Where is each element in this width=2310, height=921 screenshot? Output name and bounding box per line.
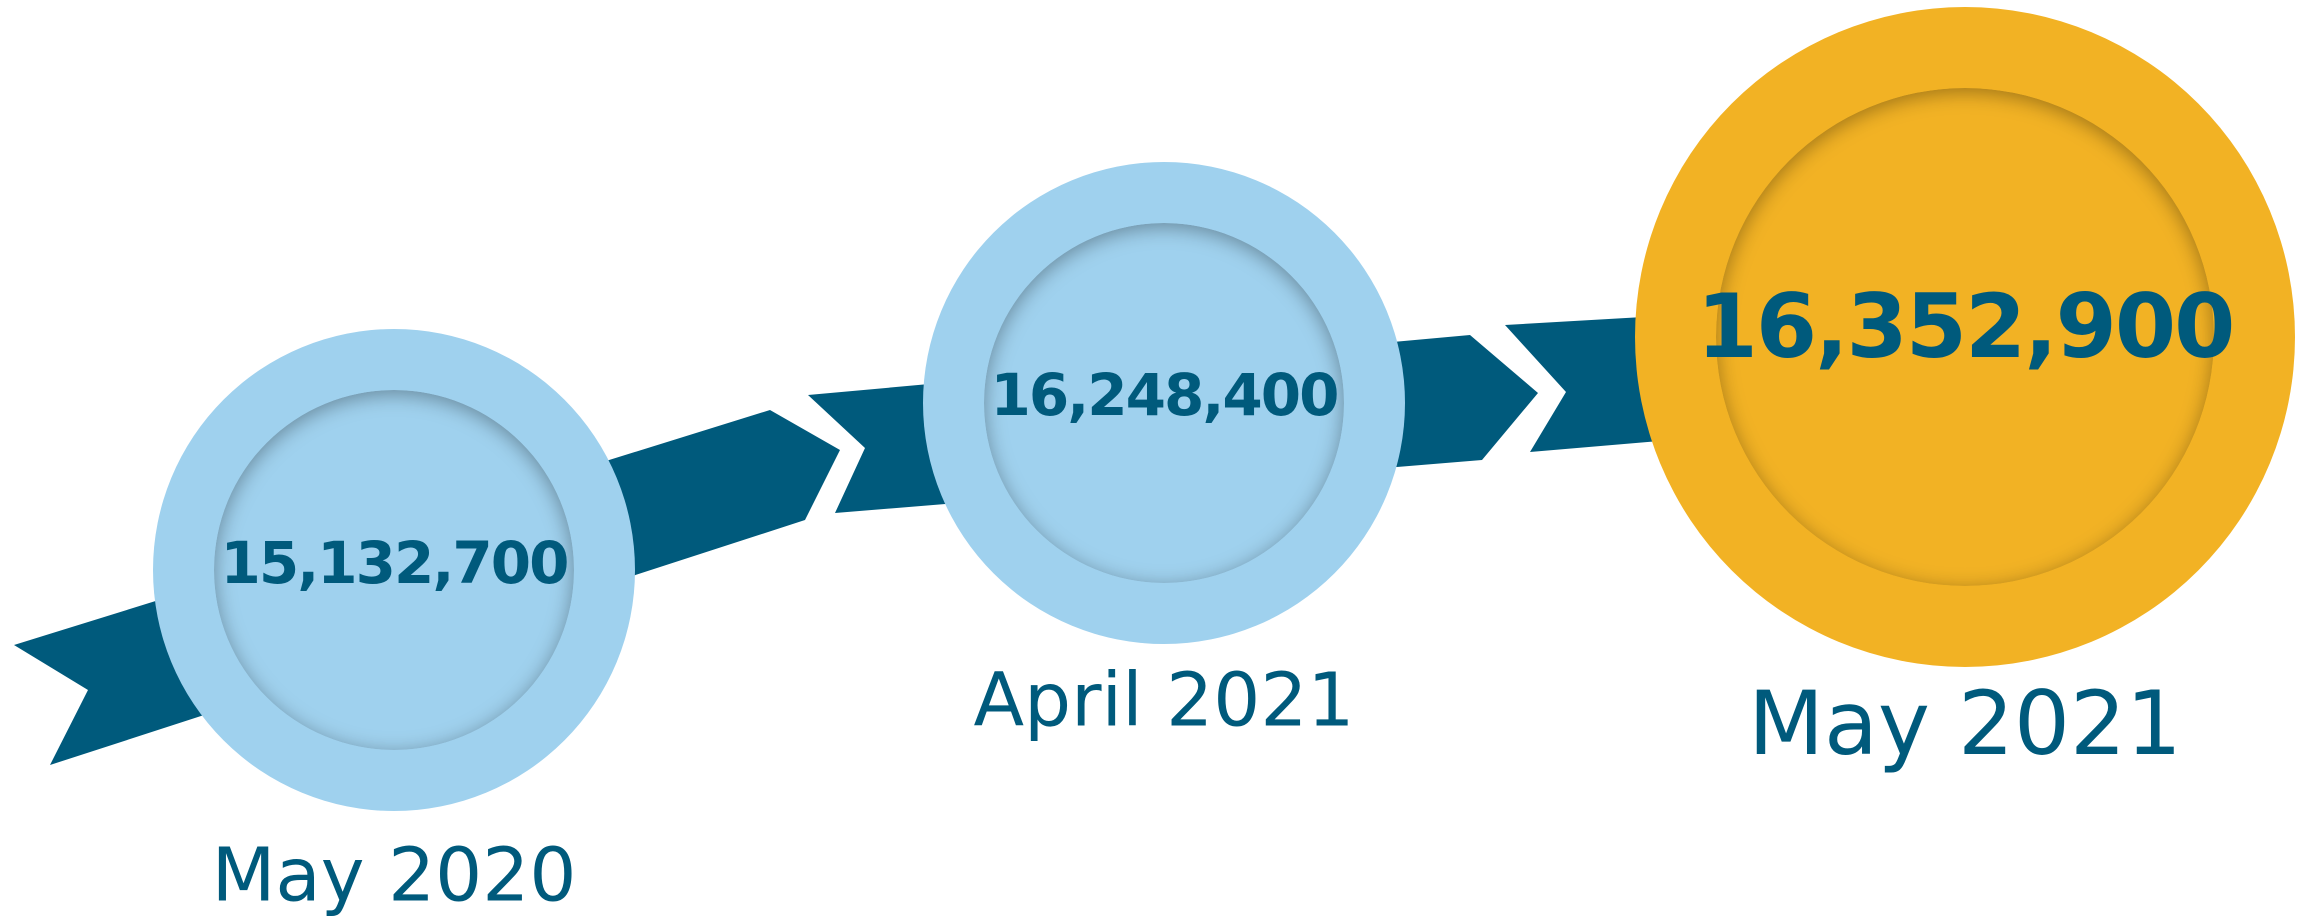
milestone-inner-circle (1716, 88, 2214, 586)
arrow-segment-3 (1505, 316, 1660, 452)
milestone-may-2021: 16,352,900 May 2021 (1635, 7, 2295, 775)
milestone-date: April 2021 (974, 658, 1355, 744)
milestone-date: May 2021 (1748, 672, 2182, 775)
milestone-date: May 2020 (212, 833, 577, 919)
milestone-april-2021: 16,248,400 April 2021 (923, 162, 1405, 744)
milestone-value: 15,132,700 (221, 529, 568, 597)
milestone-may-2020: 15,132,700 May 2020 (153, 329, 635, 919)
milestone-value: 16,352,900 (1697, 275, 2234, 378)
milestone-inner-circle (214, 390, 574, 750)
milestone-inner-circle (984, 223, 1344, 583)
milestone-value: 16,248,400 (991, 361, 1338, 429)
